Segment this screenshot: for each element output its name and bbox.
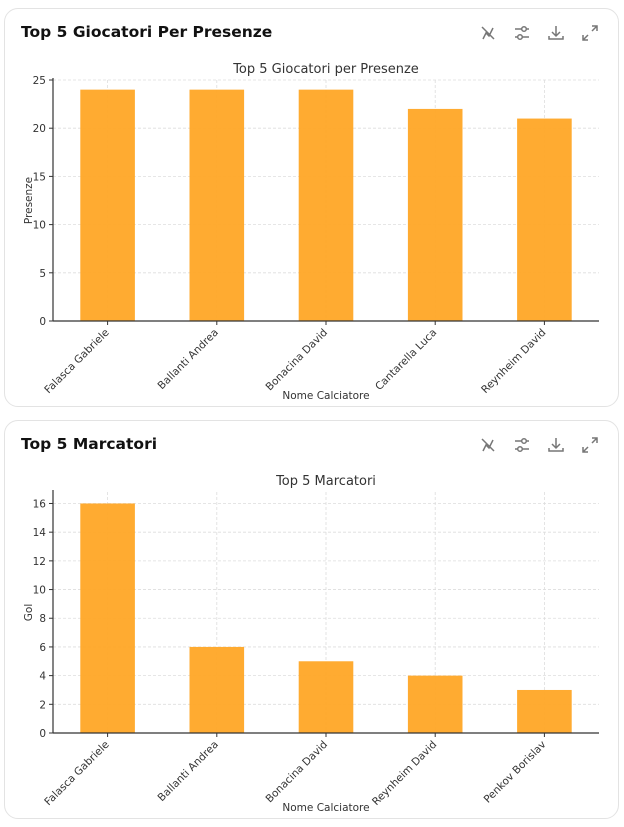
y-tick-label: 8 [39,613,46,625]
chart-toggle-icon[interactable] [478,23,498,43]
x-axis-label: Nome Calciatore [282,802,369,814]
expand-icon[interactable] [580,435,600,455]
bar [517,689,572,733]
y-tick-label: 20 [33,123,46,135]
expand-icon[interactable] [580,23,600,43]
download-icon[interactable] [546,23,566,43]
bar [189,89,245,321]
y-tick-label: 2 [39,699,46,711]
x-tick-label: Ballanti Andrea [156,327,221,392]
x-tick-label: Falasca Gabriele [42,739,111,808]
card-title: Top 5 Marcatori [21,435,158,453]
x-tick-label: Bonacina David [264,739,331,806]
bar [407,675,463,733]
card-presenze: Top 5 Giocatori Per Presenze Top 5 Gioca… [4,8,619,407]
y-tick-label: 12 [33,556,46,568]
y-tick-label: 10 [33,585,46,597]
y-tick-label: 15 [33,171,46,183]
y-tick-label: 6 [39,642,46,654]
y-tick-label: 14 [33,527,47,539]
chart-title: Top 5 Giocatori per Presenze [232,62,419,77]
download-icon[interactable] [546,435,566,455]
y-axis-label: Presenze [23,177,35,224]
card-title: Top 5 Giocatori Per Presenze [21,23,273,41]
chart-title: Top 5 Marcatori [275,474,376,489]
y-tick-label: 25 [33,75,46,87]
card-marcatori: Top 5 Marcatori Top 5 Marcatori 0 2 4 6 8 10 12… [4,420,619,819]
bar-chart-presenze: Top 5 Giocatori per Presenze 0 5 10 15 20 25 Fa… [23,62,599,402]
filter-sliders-icon[interactable] [512,23,532,43]
bar [517,118,572,321]
y-tick-label: 10 [33,220,46,232]
filter-sliders-icon[interactable] [512,435,532,455]
y-tick-label: 4 [39,671,46,683]
x-axis-label: Nome Calciatore [282,390,369,402]
x-tick-label: Ballanti Andrea [156,739,221,804]
y-tick-label: 0 [39,316,46,328]
x-tick-label: Bonacina David [264,327,331,394]
y-tick-label: 0 [39,728,46,740]
bar [80,89,135,321]
card-toolbar [478,435,600,455]
bar [407,108,463,321]
y-tick-label: 5 [39,268,46,280]
y-axis-label: Gol [23,604,35,621]
bar [298,89,354,321]
bar [80,503,135,733]
bar [298,661,354,733]
bar [189,646,245,733]
chart-toggle-icon[interactable] [478,435,498,455]
x-tick-label: Reynheim David [479,327,548,396]
x-tick-label: Reynheim David [370,739,439,808]
x-tick-label: Penkov Borislav [482,739,549,806]
y-tick-label: 16 [33,498,47,510]
card-toolbar [478,23,600,43]
x-tick-label: Falasca Gabriele [42,327,111,396]
bar-chart-marcatori: Top 5 Marcatori 0 2 4 6 8 10 12 14 16 Falasca Gabr… [23,474,599,814]
x-tick-label: Cantarella Luca [373,327,439,393]
